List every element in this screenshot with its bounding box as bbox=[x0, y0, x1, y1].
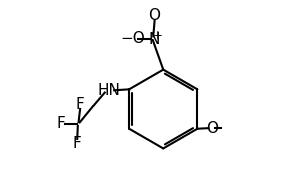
Text: O: O bbox=[148, 8, 161, 23]
Text: F: F bbox=[76, 97, 84, 112]
Text: F: F bbox=[73, 136, 81, 151]
Text: −O: −O bbox=[121, 31, 145, 46]
Text: +: + bbox=[153, 29, 163, 42]
Text: O: O bbox=[206, 121, 218, 136]
Text: HN: HN bbox=[97, 83, 120, 98]
Text: N: N bbox=[148, 32, 160, 47]
Text: F: F bbox=[57, 116, 65, 131]
